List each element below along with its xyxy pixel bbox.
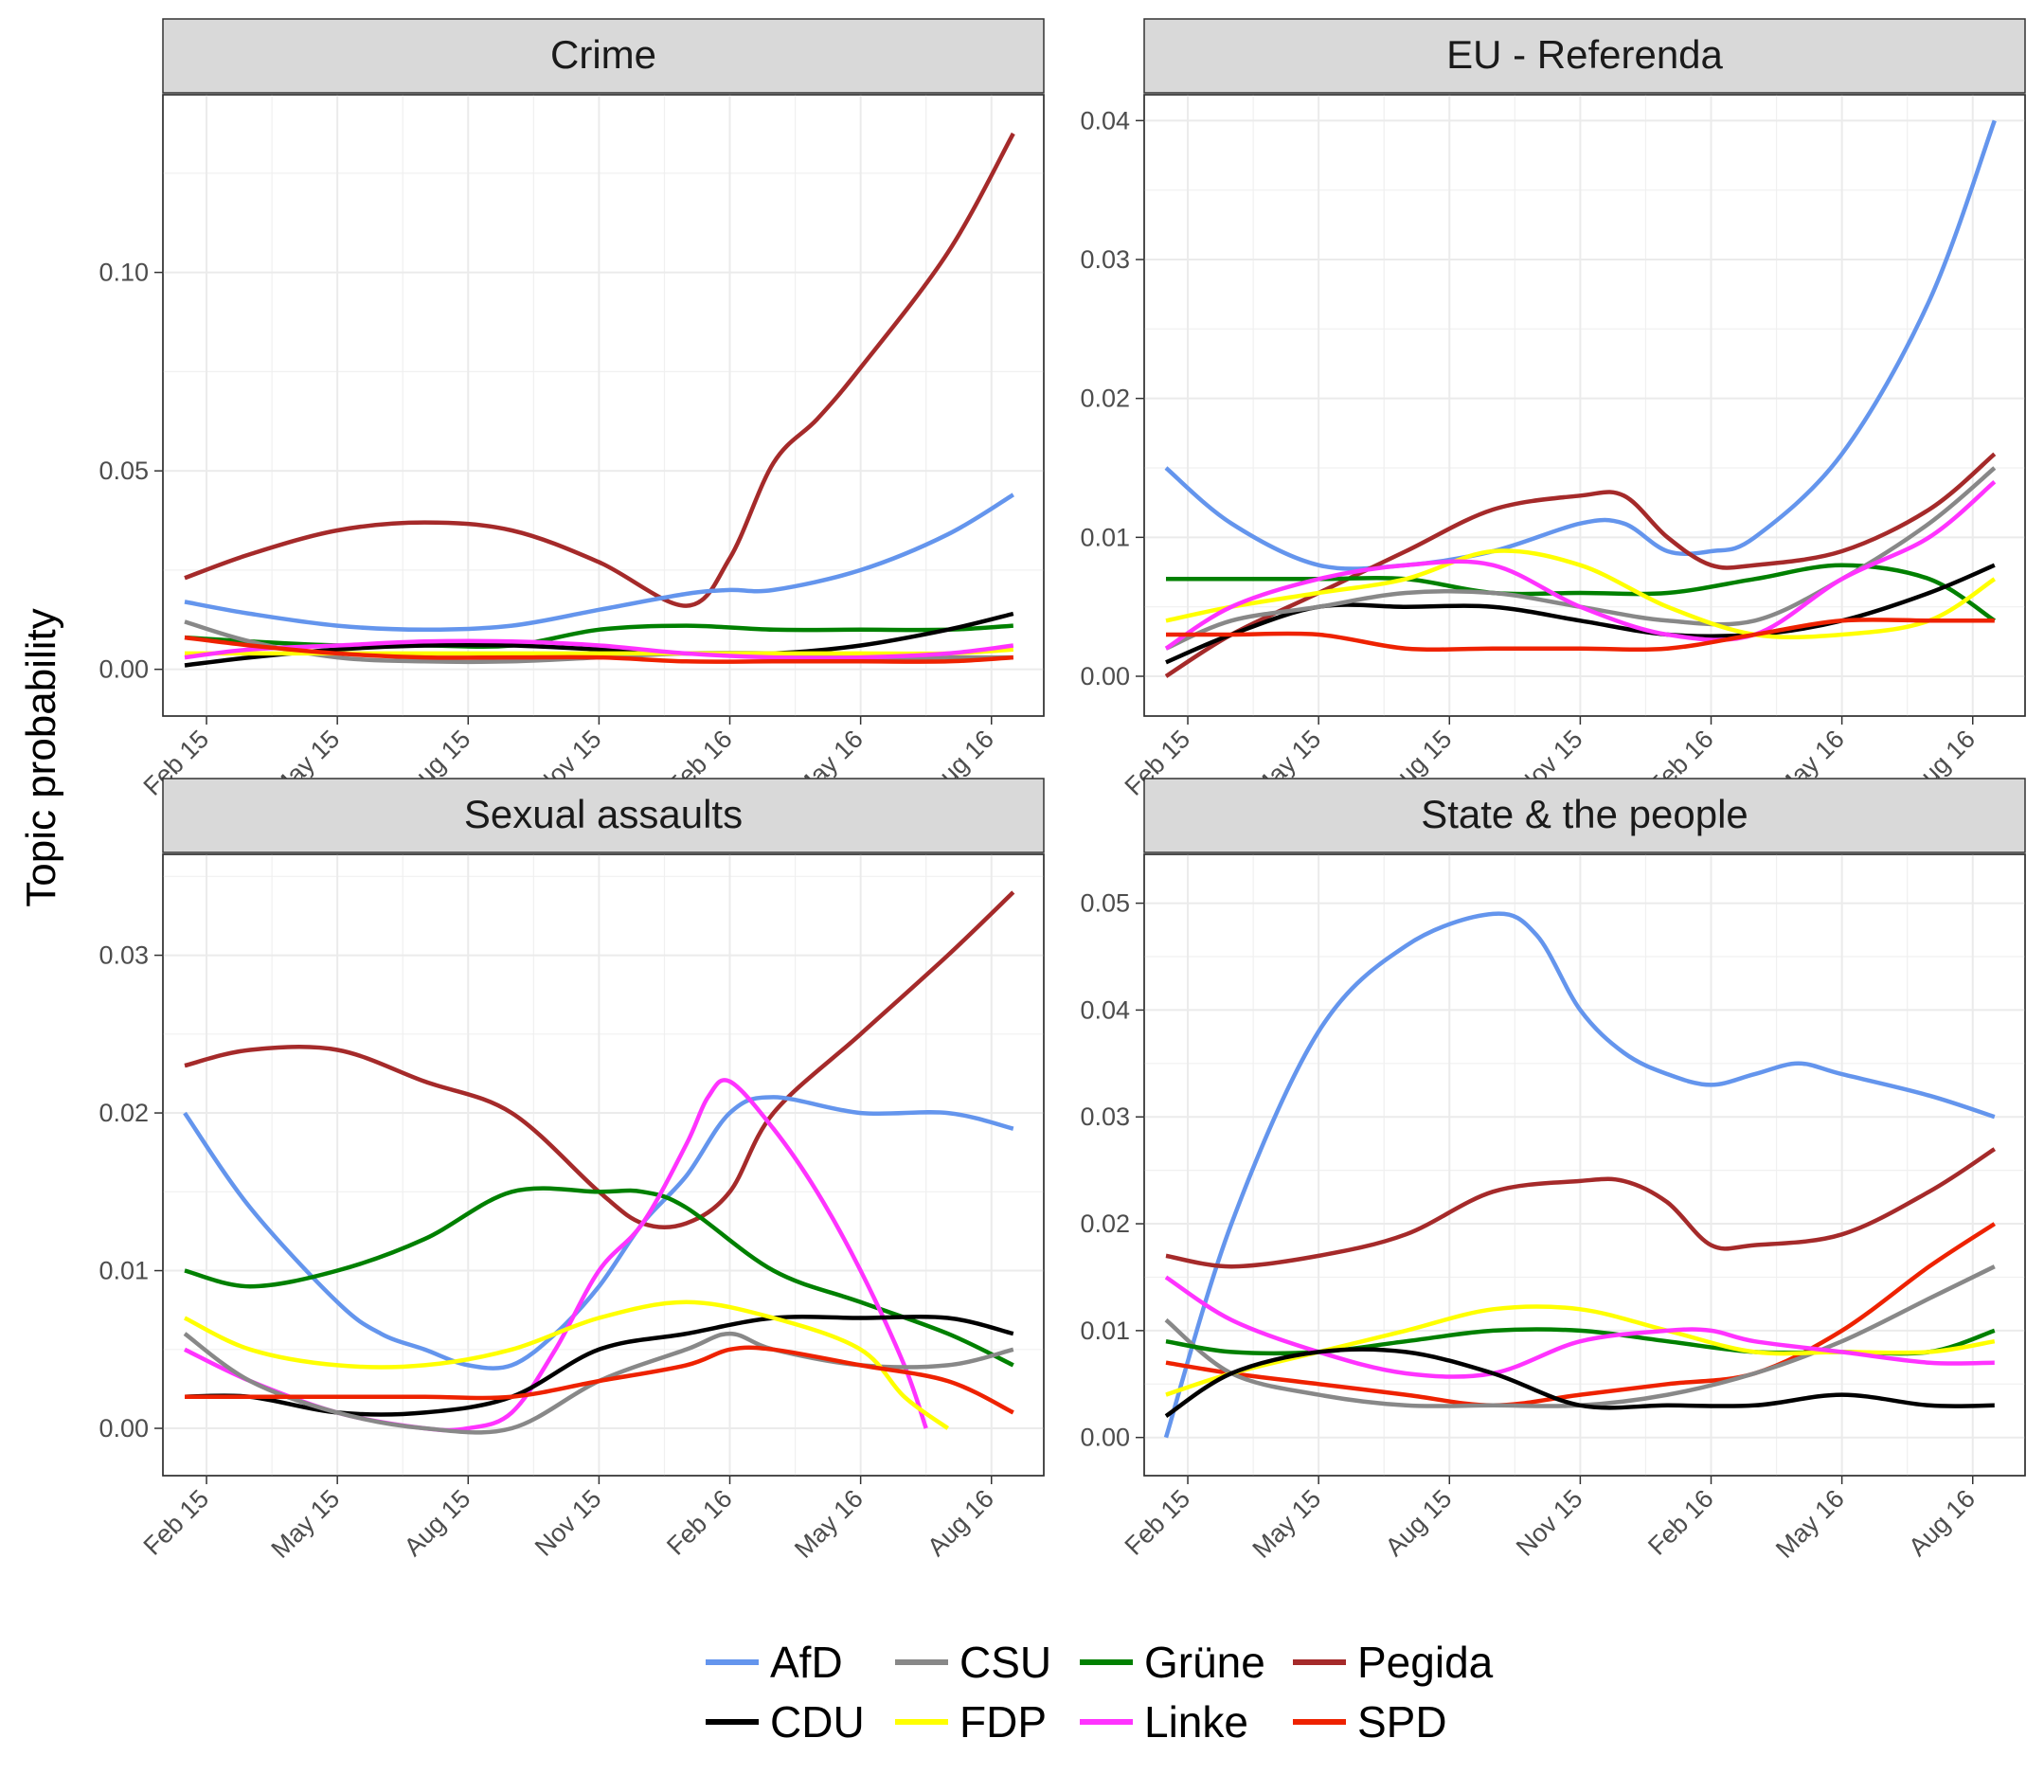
series-line-cdu [1164, 1347, 1995, 1418]
y-tick-label: 0.00 [99, 1414, 149, 1443]
legend-label: AfD [770, 1638, 843, 1687]
gridlines [1144, 854, 2025, 1476]
legend-label: Pegida [1357, 1638, 1494, 1687]
x-tick-label: Aug 15 [399, 1484, 476, 1562]
plot-border [162, 853, 1045, 1477]
series-line-linke [1164, 479, 1997, 651]
panel-title: EU - Referenda [1446, 32, 1723, 77]
x-tick-label: May 16 [789, 1484, 869, 1564]
plot-border [1143, 94, 2026, 717]
y-tick-label: 0.01 [99, 1257, 149, 1285]
series-line-cdu [184, 1315, 1014, 1417]
y-tick-label: 0.03 [99, 941, 149, 970]
y-tick-label: 0.05 [1080, 889, 1130, 918]
series-line-spd [1165, 1222, 1997, 1408]
y-tick-label: 0.00 [1080, 662, 1130, 690]
legend-item-gr-ne: Grüne [1080, 1638, 1265, 1687]
y-tick-label: 0.03 [1080, 1102, 1130, 1131]
strip-header [162, 778, 1045, 853]
panel-title: Sexual assaults [464, 792, 743, 836]
x-tick-label: Aug 15 [1380, 1484, 1458, 1562]
legend-item-pegida: Pegida [1293, 1638, 1494, 1687]
legend: AfD CSU Grüne Pegida CDU FDP Linke SPD [706, 1638, 1494, 1747]
series-line-gr-ne [184, 1186, 1014, 1368]
plot-border [162, 94, 1045, 717]
y-tick-label: 0.00 [1080, 1424, 1130, 1452]
series-line-afd [183, 1095, 1014, 1371]
y-tick-label: 0.02 [1080, 385, 1130, 413]
series-line-fdp [184, 1299, 950, 1430]
y-tick-label: 0.05 [99, 457, 149, 485]
plot-area [162, 94, 1045, 717]
panel-sexual-assaults: Sexual assaults Feb 15 May 15 Aug 15 Nov 15 F… [99, 778, 1045, 1564]
series-lines [184, 132, 1015, 668]
panel-title: State & the people [1421, 792, 1748, 836]
y-tick-label: 0.10 [99, 259, 149, 287]
series-lines [1163, 911, 1997, 1439]
strip-header [1143, 778, 2026, 853]
x-tick-label: Aug 16 [922, 1484, 999, 1562]
series-line-afd [1163, 911, 1996, 1439]
y-tick-label: 0.02 [99, 1099, 149, 1127]
legend-item-afd: AfD [706, 1638, 843, 1687]
legend-label: Grüne [1144, 1638, 1265, 1687]
legend-label: Linke [1144, 1697, 1248, 1747]
x-tick-label: Feb 15 [138, 1484, 215, 1561]
strip-header [1143, 18, 2026, 94]
legend-item-spd: SPD [1293, 1697, 1447, 1747]
legend-item-csu: CSU [895, 1638, 1051, 1687]
y-tick-label: 0.04 [1080, 106, 1130, 134]
panels-group: Crime Feb 15 May 15 Aug 15 Nov 15 Feb 16 May 1… [99, 18, 2026, 1564]
x-tick-label: Aug 16 [1903, 1484, 1981, 1562]
legend-item-fdp: FDP [895, 1697, 1047, 1747]
panel-state-the-people: State & the people Feb 15 May 15 Aug 15 Nov … [1080, 778, 2026, 1564]
series-line-fdp [1165, 548, 1997, 640]
y-tick-label: 0.02 [1080, 1210, 1130, 1238]
x-tick-label: Feb 15 [1120, 1484, 1196, 1561]
gridlines [163, 95, 1044, 716]
legend-label: CDU [770, 1697, 865, 1747]
y-tick-label: 0.00 [99, 655, 149, 684]
x-tick-label: May 16 [1770, 1484, 1850, 1564]
y-tick-label: 0.01 [1080, 1317, 1130, 1345]
series-line-spd [1166, 617, 1995, 653]
legend-item-cdu: CDU [706, 1697, 865, 1747]
series-lines [1164, 119, 1997, 678]
x-tick-label: Feb 16 [1642, 1484, 1719, 1561]
plot-area [1143, 853, 2026, 1477]
legend-label: SPD [1357, 1697, 1447, 1747]
plot-border [1143, 853, 2026, 1477]
y-tick-label: 0.04 [1080, 995, 1130, 1024]
series-line-afd [184, 493, 1014, 633]
legend-item-linke: Linke [1080, 1697, 1248, 1747]
x-tick-label: May 15 [1247, 1484, 1327, 1564]
strip-header [162, 18, 1045, 94]
y-tick-label: 0.01 [1080, 523, 1130, 551]
series-line-pegida [1165, 1147, 1997, 1269]
series-line-linke [184, 638, 1014, 660]
series-line-pegida [184, 132, 1015, 608]
x-tick-label: Feb 16 [661, 1484, 738, 1561]
series-line-afd [1164, 119, 1997, 571]
x-tick-label: May 15 [266, 1484, 346, 1564]
series-line-spd [184, 635, 1013, 664]
y-tick-label: 0.03 [1080, 245, 1130, 274]
y-axis-label: Topic probability [18, 608, 64, 907]
series-lines [183, 890, 1015, 1435]
panel-title: Crime [550, 32, 656, 77]
legend-label: CSU [959, 1638, 1051, 1687]
x-tick-label: Nov 15 [1511, 1484, 1588, 1562]
legend-label: FDP [959, 1697, 1047, 1747]
series-line-spd [184, 1345, 1014, 1415]
series-line-linke [1164, 1275, 1995, 1379]
x-tick-label: Nov 15 [529, 1484, 607, 1562]
